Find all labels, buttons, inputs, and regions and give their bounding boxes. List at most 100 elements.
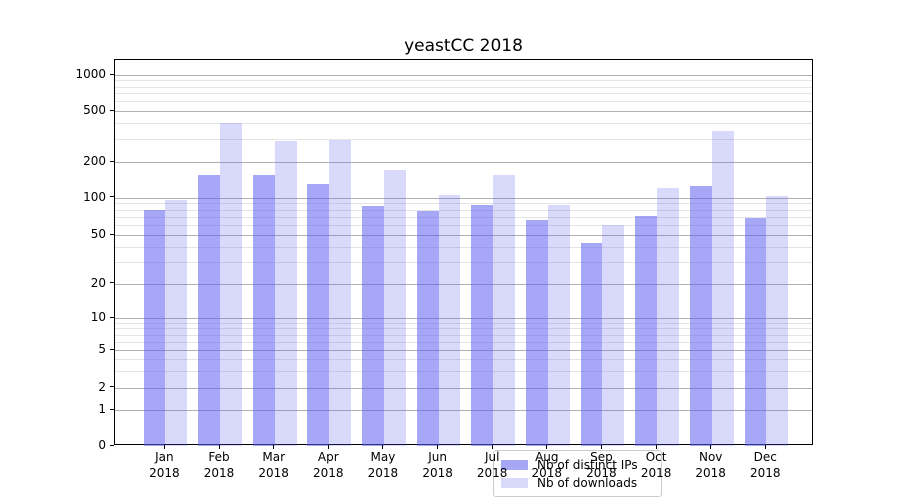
x-tick-label-sep: Sep 2018 [586, 450, 617, 480]
y-tick-mark-20 [110, 282, 114, 284]
y-tick-mark-100 [110, 196, 114, 198]
legend-label-distinct-ips: Nb of distinct IPs [537, 457, 638, 472]
bar-downloads-jan [165, 200, 188, 446]
minor-gridline-400 [115, 123, 812, 125]
x-tick-mark-feb [218, 445, 220, 449]
bar-downloads-may [383, 170, 406, 446]
bar-downloads-oct [657, 188, 679, 446]
minor-gridline-7 [115, 334, 812, 336]
x-tick-mark-jun [437, 445, 439, 449]
x-tick-label-aug: Aug 2018 [531, 450, 563, 480]
x-tick-mark-jul [491, 445, 493, 449]
x-tick-label-jul: Jul 2018 [476, 450, 508, 480]
minor-gridline-90 [115, 203, 812, 205]
bar-downloads-sep [602, 225, 625, 446]
y-tick-label-50: 50 [90, 227, 106, 241]
y-tick-label-20: 20 [90, 275, 106, 290]
x-tick-mark-jan [163, 445, 165, 449]
major-gridline-100 [115, 197, 812, 199]
legend-item-downloads: Nb of downloads [501, 474, 653, 492]
y-tick-mark-200 [110, 160, 114, 162]
x-tick-label-dec: Dec 2018 [750, 450, 781, 480]
minor-gridline-3 [115, 370, 812, 372]
y-tick-label-100: 100 [83, 189, 106, 204]
y-tick-mark-50 [110, 233, 114, 235]
legend: Nb of distinct IPs Nb of downloads [493, 449, 662, 497]
y-tick-label-2: 2 [98, 379, 106, 394]
bar-distinct-ips-mar [252, 175, 275, 446]
minor-gridline-9 [115, 323, 812, 325]
x-tick-mark-sep [600, 445, 602, 449]
minor-gridline-30 [115, 262, 812, 264]
minor-gridline-800 [115, 86, 812, 88]
y-tick-label-200: 200 [83, 154, 106, 168]
major-gridline-20 [115, 283, 812, 285]
minor-gridline-60 [115, 225, 812, 227]
minor-gridline-600 [115, 101, 812, 103]
x-tick-label-apr: Apr 2018 [313, 450, 344, 480]
bar-downloads-jul [493, 175, 516, 446]
minor-gridline-6 [115, 341, 812, 343]
x-tick-mark-oct [655, 445, 657, 449]
bar-distinct-ips-may [362, 206, 384, 446]
bar-downloads-jun [438, 194, 461, 446]
y-tick-label-500: 500 [83, 103, 106, 117]
major-gridline-50 [115, 234, 812, 236]
major-gridline-2 [115, 387, 812, 389]
y-tick-mark-1000 [110, 73, 114, 75]
x-tick-label-may: May 2018 [367, 450, 399, 480]
x-tick-mark-may [382, 445, 384, 449]
major-gridline-1 [115, 409, 812, 411]
bar-distinct-ips-sep [580, 242, 603, 446]
bar-distinct-ips-aug [526, 220, 548, 446]
major-gridline-10 [115, 318, 812, 320]
bar-distinct-ips-jun [416, 211, 439, 446]
plot-area: Nb of distinct IPs Nb of downloads [114, 58, 813, 497]
x-tick-label-jun: Jun 2018 [422, 450, 453, 480]
x-tick-mark-aug [546, 445, 548, 449]
bar-downloads-mar [274, 141, 297, 446]
bar-downloads-feb [220, 123, 242, 446]
minor-gridline-70 [115, 216, 812, 218]
minor-gridline-300 [115, 139, 812, 141]
bar-distinct-ips-oct [635, 216, 658, 446]
minor-gridline-900 [115, 80, 812, 82]
legend-swatch-downloads [501, 477, 528, 488]
y-tick-label-1: 1 [98, 402, 106, 416]
legend-item-distinct-ips: Nb of distinct IPs [501, 456, 653, 474]
bar-downloads-nov [711, 130, 734, 446]
y-tick-mark-10 [110, 316, 114, 318]
x-tick-mark-nov [710, 445, 712, 449]
x-tick-label-mar: Mar 2018 [258, 450, 289, 480]
x-tick-label-oct: Oct 2018 [640, 450, 672, 480]
x-tick-mark-apr [327, 445, 329, 449]
bar-distinct-ips-jan [143, 210, 166, 446]
y-tick-mark-1 [110, 408, 114, 410]
bar-distinct-ips-dec [744, 218, 767, 446]
y-tick-label-10: 10 [90, 310, 106, 325]
bar-distinct-ips-nov [689, 186, 712, 446]
minor-gridline-80 [115, 209, 812, 211]
y-tick-label-0: 0 [98, 438, 106, 452]
y-tick-label-1000: 1000 [75, 67, 106, 81]
legend-swatch-distinct-ips [501, 459, 528, 470]
minor-gridline-4 [115, 359, 812, 361]
bar-downloads-aug [547, 205, 570, 446]
bar-downloads-dec [766, 196, 789, 446]
minor-gridline-700 [115, 93, 812, 95]
major-gridline-200 [115, 161, 812, 163]
chart-title: yeastCC 2018 [404, 36, 523, 56]
bar-distinct-ips-jul [471, 204, 494, 446]
y-tick-mark-500 [110, 109, 114, 111]
minor-gridline-40 [115, 246, 812, 248]
x-tick-label-feb: Feb 2018 [203, 450, 235, 480]
x-tick-mark-dec [764, 445, 766, 449]
y-tick-mark-2 [110, 386, 114, 388]
x-tick-label-nov: Nov 2018 [695, 450, 726, 480]
x-tick-label-jan: Jan 2018 [149, 450, 180, 480]
bar-distinct-ips-apr [307, 184, 330, 446]
major-gridline-1000 [115, 74, 812, 76]
major-gridline-500 [115, 110, 812, 112]
legend-label-downloads: Nb of downloads [537, 475, 638, 490]
